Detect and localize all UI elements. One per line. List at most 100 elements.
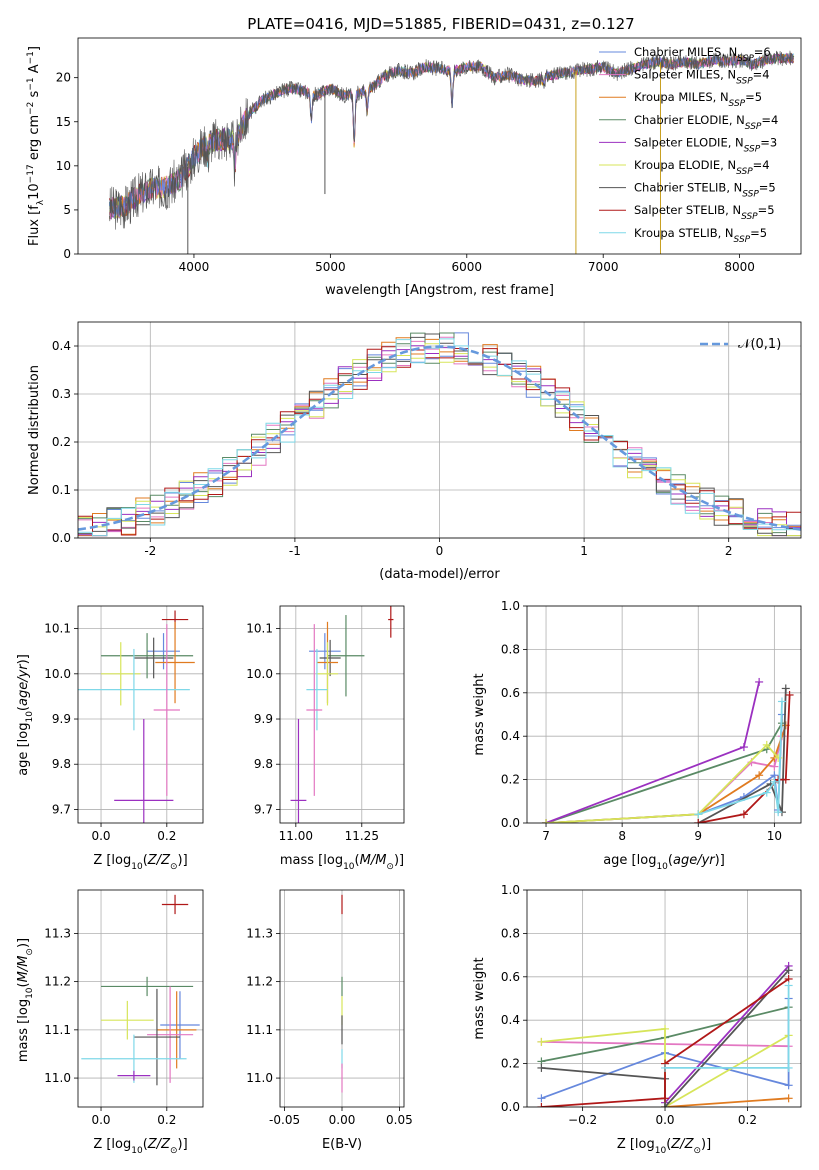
mass-weight-vs-age-plot: 7 8 9 10 0.0 0.2 0.4 0.6 0.8 1.0 mass weight age [l… [472,599,802,872]
y-tick-label: 5 [63,203,71,217]
x-tick-label: 1 [580,544,588,558]
x-axis-label: Z [log10(Z/Z⊙)] [617,1137,711,1156]
label-part: Flux [f [27,205,42,246]
label-part: 10 [131,1146,143,1156]
y-tick-label: 0.3 [52,387,71,401]
label-part: Z/Z [147,1137,171,1152]
weight-line-chabrier-miles [545,714,783,823]
x-tick-label: 0.2 [157,829,176,843]
y-axis-label: age [log10(age/yr)] [16,654,35,776]
label-part: ⊙ [170,862,178,872]
label-part: Z [log [617,1137,655,1152]
y-tick-label: 0.4 [501,1013,520,1027]
label-part: 10 [25,711,35,723]
label-part: )] [715,853,725,868]
x-axis-label: age [log10(age/yr)] [603,853,725,872]
y-tick-label: 9.7 [52,802,71,816]
legend-entry: Kroupa ELODIE, NSSP=4 [634,158,770,177]
x-tick-label: 11.00 [279,829,313,843]
label-part: ( [16,982,31,987]
label-part: Salpeter STELIB, N [634,203,741,217]
y-tick-label: 11.3 [246,926,273,940]
label-part: Chabrier ELODIE, N [634,113,745,127]
residuals-histogram: -2 -1 0 1 2 0.0 0.1 0.2 0.3 0.4 𝒩(0,1) (data-model)… [27,321,802,582]
label-part: ( [668,853,673,868]
mass-weight-vs-metallicity-plot: −0.2 0.0 0.2 0.0 0.2 0.4 0.6 0.8 1.0 mass weight Z… [472,883,802,1156]
y-tick-label: 11.0 [246,1071,273,1085]
x-tick-label: 9 [694,829,702,843]
label-part: )] [16,654,31,664]
y-tick-label: 0.8 [501,926,520,940]
label-part: SSP [734,235,751,245]
y-tick-label: 10 [56,159,71,173]
y-axis-label: Normed distribution [27,365,42,495]
y-tick-label: 0.6 [501,686,520,700]
x-tick-label: 4000 [179,260,210,274]
axes-frame [77,889,204,1108]
label-part: −2 [26,102,36,115]
weight-line-kroupa-miles [664,1097,789,1107]
legend-entry: Kroupa STELIB, NSSP=5 [634,226,767,245]
x-axis-label: (data-model)/error [379,567,500,582]
label-part: ( [16,706,31,711]
y-tick-label: 0.4 [501,729,520,743]
label-part: 10 [343,862,355,872]
label-part: 10 [27,183,42,200]
axes-frame [526,889,802,1108]
legend-entry: Kroupa MILES, NSSP=5 [634,90,762,109]
label-part: ⊙ [693,1146,701,1156]
x-tick-label: 11.25 [345,829,379,843]
axes-frame [77,605,204,824]
y-tick-label: 0 [63,247,71,261]
observed-spectrum-line [109,50,795,230]
label-part: ⊙ [25,948,35,956]
y-tick-label: 9.7 [254,802,273,816]
label-part: erg cm [27,115,42,164]
x-tick-label: −0.2 [568,1113,597,1127]
x-tick-label: 0.00 [329,1113,356,1127]
normal-curve [78,345,801,531]
mass-vs-extinction-plot: -0.05 0.00 0.05 11.0 11.1 11.2 11.3 E(B-V) [246,889,413,1152]
plot-area [78,610,195,823]
y-tick-label: 10.1 [44,622,71,636]
axes-frame [77,37,802,255]
label-part: λ [36,199,46,205]
label-part: age/yr [673,853,716,868]
y-axis-label: mass weight [472,673,487,755]
label-part: age [log [603,853,656,868]
x-tick-label: 2 [725,544,733,558]
label-part: ( [143,1137,148,1152]
y-tick-label: 9.8 [254,757,273,771]
y-tick-label: 9.9 [52,712,71,726]
x-axis-label: E(B-V) [322,1137,362,1152]
y-axis-label: Flux [fλ10−17 erg cm−2 s−1 A−1] [26,46,46,246]
x-tick-label: 5000 [315,260,346,274]
label-part: SSP [741,212,758,222]
label-part: M/M [360,853,387,868]
label-part: =4 [753,158,770,172]
label-part: =3 [760,135,777,149]
label-part: 10 [655,1146,667,1156]
x-tick-label: 8000 [724,260,755,274]
label-part: Kroupa MILES, N [634,90,729,104]
legend-entry: Salpeter MILES, NSSP=4 [634,68,770,87]
label-part: mass [log [280,853,343,868]
legend-entry: Salpeter STELIB, NSSP=5 [634,203,775,222]
label-part: ⊙ [386,862,394,872]
age-vs-mass-plot: 11.00 11.25 9.7 9.8 9.9 10.0 10.1 mass [log10(M… [246,605,405,872]
y-tick-label: 10.0 [44,667,71,681]
y-tick-label: 0.2 [52,435,71,449]
y-tick-label: 0.8 [501,642,520,656]
legend-entry: Chabrier ELODIE, NSSP=4 [634,113,778,132]
x-tick-label: 7000 [588,260,619,274]
label-part: Chabrier STELIB, N [634,181,742,195]
label-part: ( [666,1137,671,1152]
label-part: M/M [16,956,31,983]
x-tick-label: 0 [436,544,444,558]
label-part: =5 [750,226,767,240]
label-part: ( [143,853,148,868]
axes-frame [279,605,405,824]
label-part: SSP [736,77,753,87]
label-part: age/yr [16,663,31,706]
